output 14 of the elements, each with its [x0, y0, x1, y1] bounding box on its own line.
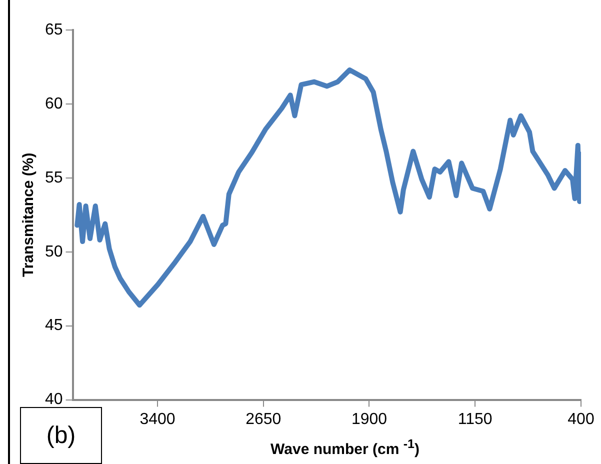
- x-tick-label: 400: [568, 410, 594, 428]
- y-tick-label: 40: [45, 391, 63, 408]
- x-tick-label: 2650: [246, 410, 282, 428]
- y-axis-title: Transmitance (%): [20, 152, 38, 278]
- y-tick-label: 55: [45, 169, 63, 186]
- x-axis-title: Wave number (cm $^{-1}$): [270, 437, 420, 458]
- text: (b): [20, 407, 102, 464]
- x-tick-label: 1150: [458, 410, 492, 428]
- y-tick-label: 65: [45, 21, 63, 38]
- y-tick-label: 45: [45, 317, 63, 334]
- y-tick-label: 60: [45, 95, 63, 112]
- x-tick-label: 3400: [140, 410, 176, 428]
- y-tick-label: 50: [45, 243, 63, 260]
- x-tick-label: 1900: [351, 410, 388, 428]
